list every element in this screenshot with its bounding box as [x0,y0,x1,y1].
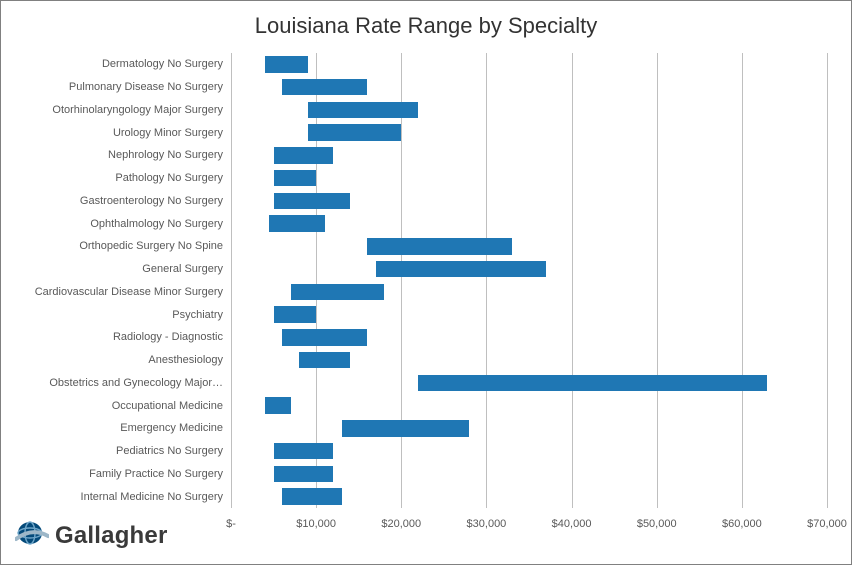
globe-icon [15,519,49,552]
chart-row: Emergency Medicine [231,417,827,440]
bar-rows: Dermatology No SurgeryPulmonary Disease … [231,53,827,508]
x-tick-label: $60,000 [722,518,762,530]
chart-row: Orthopedic Surgery No Spine [231,235,827,258]
range-bar [282,488,342,504]
y-axis-label: Anesthesiology [148,354,223,366]
x-tick-label: $30,000 [467,518,507,530]
x-tick-label: $- [226,518,236,530]
y-axis-label: Occupational Medicine [112,400,223,412]
chart-row: General Surgery [231,258,827,281]
range-bar [265,397,291,413]
range-bar [265,56,308,72]
y-axis-label: Pulmonary Disease No Surgery [69,81,223,93]
range-bar [282,79,367,95]
chart-row: Pediatrics No Surgery [231,440,827,463]
range-bar [367,238,512,254]
x-tick-label: $50,000 [637,518,677,530]
chart-row: Dermatology No Surgery [231,53,827,76]
y-axis-label: Pediatrics No Surgery [116,445,223,457]
chart-row: Ophthalmology No Surgery [231,212,827,235]
logo-text: Gallagher [55,522,168,550]
chart-row: Psychiatry [231,303,827,326]
chart-row: Gastroenterology No Surgery [231,190,827,213]
range-bar [274,466,334,482]
y-axis-label: Urology Minor Surgery [113,127,223,139]
range-bar [308,124,402,140]
x-tick-label: $20,000 [381,518,421,530]
y-axis-label: Radiology - Diagnostic [113,331,223,343]
y-axis-label: Emergency Medicine [120,422,223,434]
range-bar [376,261,546,277]
chart-title: Louisiana Rate Range by Specialty [1,1,851,45]
y-axis-label: Psychiatry [172,309,223,321]
x-gridline [827,53,828,508]
chart-frame: Louisiana Rate Range by Specialty Dermat… [0,0,852,565]
y-axis-label: Orthopedic Surgery No Spine [79,240,223,252]
y-axis-label: General Surgery [142,263,223,275]
chart-row: Radiology - Diagnostic [231,326,827,349]
gallagher-logo: Gallagher [15,519,168,552]
range-bar [274,443,334,459]
range-bar [274,147,334,163]
y-axis-label: Ophthalmology No Surgery [90,218,223,230]
chart-row: Otorhinolaryngology Major Surgery [231,99,827,122]
y-axis-label: Internal Medicine No Surgery [81,491,223,503]
chart-row: Nephrology No Surgery [231,144,827,167]
chart-row: Obstetrics and Gynecology Major… [231,372,827,395]
chart-row: Pulmonary Disease No Surgery [231,76,827,99]
y-axis-label: Dermatology No Surgery [102,58,223,70]
range-bar [308,102,419,118]
chart-row: Occupational Medicine [231,394,827,417]
x-tick-label: $10,000 [296,518,336,530]
range-bar [274,306,317,322]
chart-row: Anesthesiology [231,349,827,372]
range-bar [274,170,317,186]
y-axis-label: Pathology No Surgery [115,172,223,184]
y-axis-label: Cardiovascular Disease Minor Surgery [35,286,223,298]
y-axis-label: Family Practice No Surgery [89,468,223,480]
x-tick-label: $40,000 [552,518,592,530]
range-bar [342,420,470,436]
chart-row: Cardiovascular Disease Minor Surgery [231,281,827,304]
range-bar [299,352,350,368]
chart-row: Internal Medicine No Surgery [231,485,827,508]
y-axis-label: Obstetrics and Gynecology Major… [49,377,223,389]
chart-row: Urology Minor Surgery [231,121,827,144]
plot-area: Dermatology No SurgeryPulmonary Disease … [231,53,827,508]
y-axis-label: Nephrology No Surgery [108,149,223,161]
range-bar [274,193,351,209]
range-bar [291,284,385,300]
range-bar [418,375,767,391]
y-axis-label: Gastroenterology No Surgery [80,195,223,207]
y-axis-label: Otorhinolaryngology Major Surgery [52,104,223,116]
range-bar [269,215,324,231]
chart-row: Pathology No Surgery [231,167,827,190]
x-tick-label: $70,000 [807,518,847,530]
range-bar [282,329,367,345]
chart-row: Family Practice No Surgery [231,463,827,486]
